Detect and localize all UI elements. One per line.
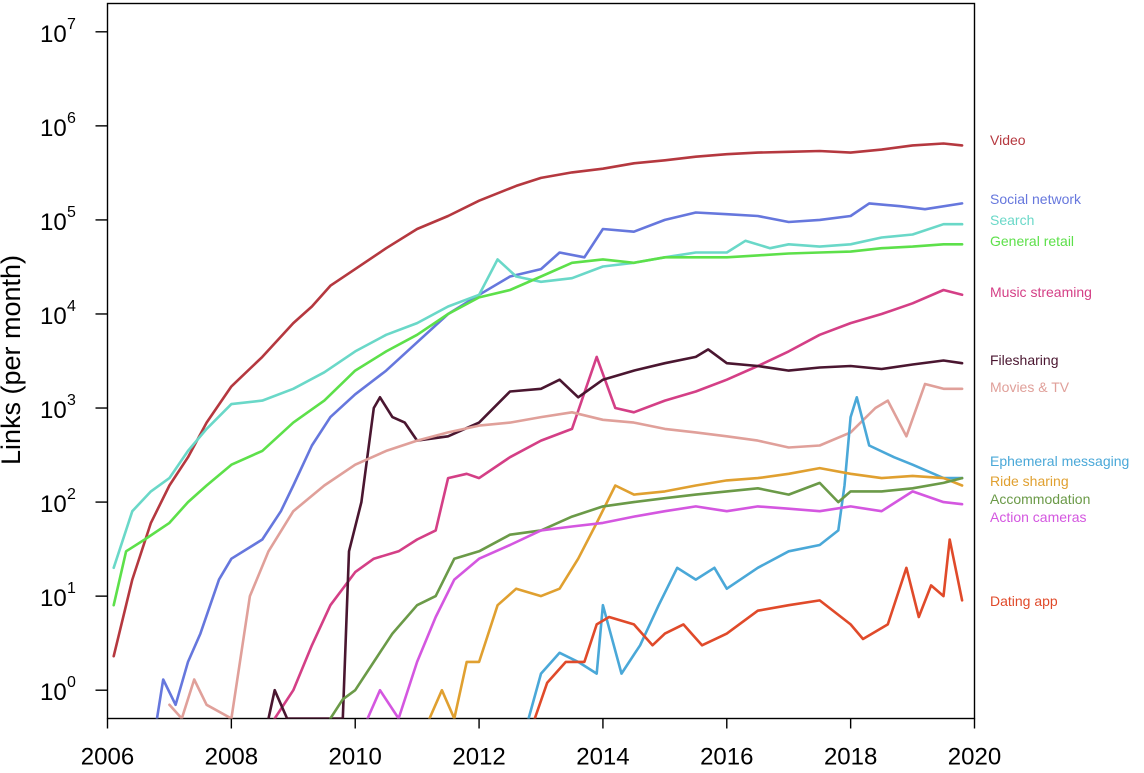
x-axis: 2006 2008 2010 2012 2014 2016 2018 2020: [81, 718, 1001, 771]
legend-entry-movies-tv: Movies & TV: [990, 379, 1070, 395]
series-line-dating-app: [533, 538, 964, 719]
y-tick-exponent: 0: [67, 674, 76, 691]
legend-entry-filesharing: Filesharing: [990, 352, 1058, 368]
legend-entry-music-streaming: Music streaming: [990, 284, 1092, 300]
x-tick-label: 2006: [81, 744, 134, 771]
y-tick-label: 10: [40, 585, 67, 612]
series-line-general-retail: [112, 243, 964, 607]
x-tick-label: 2018: [824, 744, 877, 771]
y-tick-label: 10: [40, 679, 67, 706]
y-tick-label: 10: [40, 209, 67, 236]
x-tick-label: 2010: [329, 744, 382, 771]
legend-entry-search: Search: [990, 212, 1034, 228]
legend-entry-ride-sharing: Ride sharing: [990, 473, 1069, 489]
plot-frame: [106, 2, 976, 720]
y-tick-label: 10: [40, 491, 67, 518]
y-tick-label: 10: [40, 303, 67, 330]
y-tick-exponent: 1: [67, 580, 76, 597]
y-tick-label: 10: [40, 21, 67, 48]
legend-entry-social-network: Social network: [990, 191, 1082, 207]
y-tick-exponent: 6: [67, 110, 76, 127]
x-tick-label: 2016: [700, 744, 753, 771]
x-tick-label: 2020: [948, 744, 1001, 771]
y-tick-exponent: 4: [67, 298, 76, 315]
x-tick-label: 2014: [576, 744, 629, 771]
legend-entry-dating-app: Dating app: [990, 593, 1058, 609]
y-axis-title: Links (per month): [0, 255, 26, 465]
legend-entry-ephemeral-messaging: Ephemeral messaging: [990, 453, 1129, 469]
series-line-accommodation: [329, 476, 964, 719]
legend-entry-video: Video: [990, 132, 1026, 148]
series-line-social-network: [155, 202, 964, 719]
y-tick-label: 10: [40, 397, 67, 424]
x-tick-label: 2008: [205, 744, 258, 771]
legend-entry-general-retail: General retail: [990, 233, 1074, 249]
series-line-music-streaming: [273, 288, 964, 719]
series-line-action-cameras: [366, 490, 964, 719]
series-line-filesharing: [267, 348, 964, 719]
legend-entry-accommodation: Accommodation: [990, 491, 1090, 507]
y-tick-exponent: 2: [67, 486, 76, 503]
series-layer: [112, 142, 964, 719]
series-line-movies-tv: [168, 382, 964, 719]
series-line-video: [112, 142, 964, 658]
series-line-ride-sharing: [428, 466, 964, 719]
y-tick-exponent: 5: [67, 204, 76, 221]
series-line-search: [112, 222, 964, 570]
series-line-ephemeral-messaging: [527, 396, 964, 719]
y-tick-exponent: 7: [67, 16, 76, 33]
x-tick-label: 2012: [452, 744, 505, 771]
legend-entry-action-cameras: Action cameras: [990, 509, 1086, 525]
y-tick-exponent: 3: [67, 392, 76, 409]
legend: Video Social network Search General retail M…: [990, 132, 1129, 609]
y-tick-label: 10: [40, 115, 67, 142]
